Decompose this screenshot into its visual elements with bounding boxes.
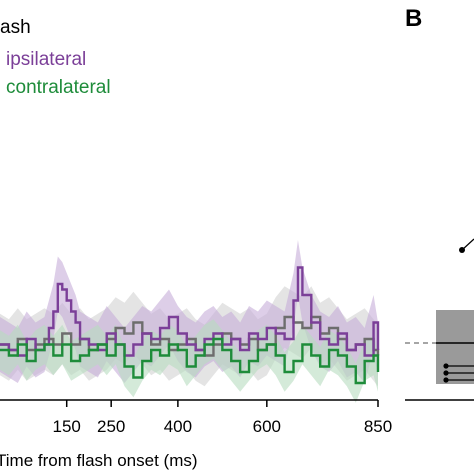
panel-b-pair-point	[443, 363, 449, 369]
band-contralateral	[0, 319, 378, 403]
legend-entry-contralateral: contralateral	[6, 77, 111, 98]
confidence-bands	[0, 240, 378, 403]
x-tick-label: 850	[364, 417, 392, 436]
x-ticks: 150 250 400 600 850	[53, 400, 392, 436]
panel-b-outlier-point	[459, 247, 465, 253]
x-axis-label: Time from flash onset (ms)	[0, 451, 198, 470]
panel-label: B	[405, 5, 422, 32]
x-tick-label: 400	[164, 417, 192, 436]
series-line-ipsilateral	[0, 266, 380, 357]
series-lines	[0, 266, 380, 385]
x-tick-label: 150	[53, 417, 81, 436]
panel-b-box	[436, 310, 474, 384]
x-tick-label: 600	[253, 417, 281, 436]
legend-header: ash	[0, 17, 31, 38]
panel-b-pair-point	[443, 377, 449, 383]
x-tick-label: 250	[97, 417, 125, 436]
panel-b-pair-point	[443, 370, 449, 376]
legend-entry-ipsilateral: ipsilateral	[6, 49, 86, 70]
series-line-contralateral	[0, 337, 380, 385]
